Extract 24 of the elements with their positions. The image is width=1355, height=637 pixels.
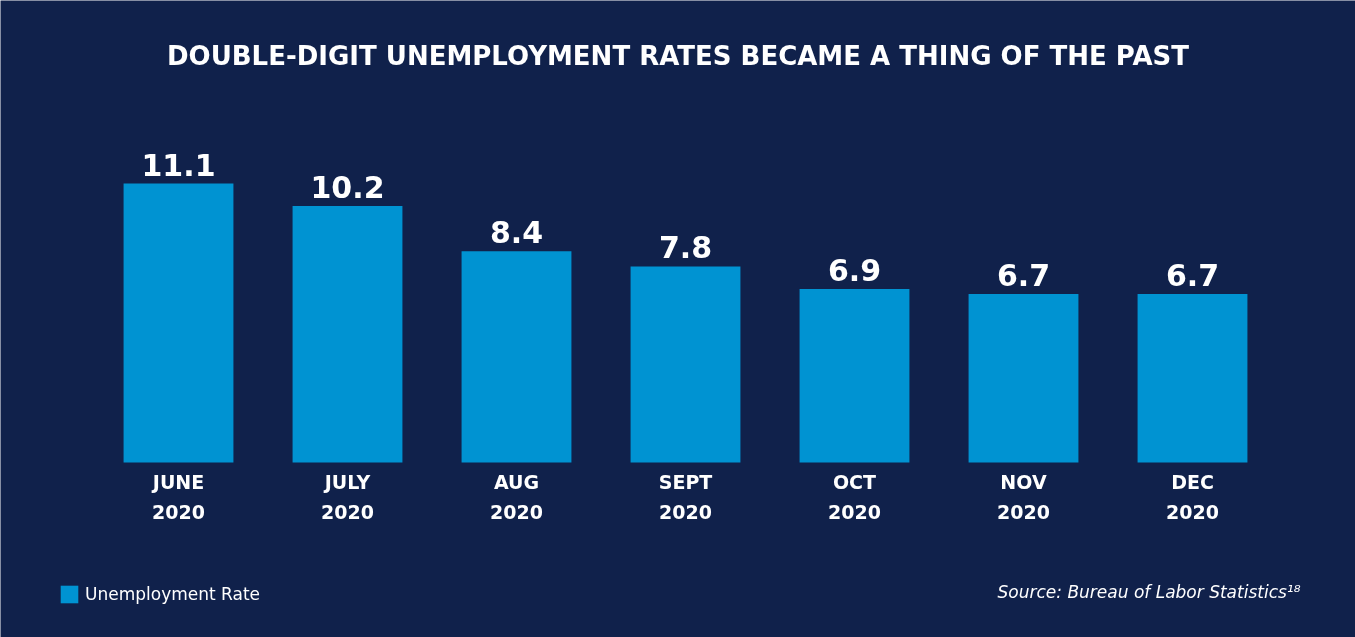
data-label: 7.8: [658, 230, 713, 266]
bar: [1137, 294, 1248, 463]
data-label: 11.1: [141, 147, 216, 183]
x-tick-label: AUG 2020: [490, 470, 543, 524]
x-tick-label: NOV 2020: [997, 470, 1050, 524]
source-note: Source: Bureau of Labor Statistics¹⁸: [997, 581, 1301, 602]
bar: [968, 294, 1079, 463]
bar: [123, 183, 234, 463]
x-tick-label: OCT 2020: [828, 470, 881, 524]
bar: [461, 251, 572, 463]
data-label: 8.4: [489, 215, 544, 251]
chart-title: DOUBLE-DIGIT UNEMPLOYMENT RATES BECAME A THING OF THE PAST: [166, 40, 1190, 71]
bar: [292, 206, 403, 463]
data-label: 10.2: [310, 170, 385, 206]
data-label: 6.7: [1165, 258, 1220, 294]
x-tick-label: DEC 2020: [1166, 470, 1219, 524]
legend-label: Unemployment Rate: [85, 584, 261, 604]
x-tick-label: JUNE 2020: [150, 470, 205, 524]
x-tick-label: JULY 2020: [321, 470, 374, 524]
bar: [799, 289, 910, 463]
data-label: 6.7: [996, 258, 1051, 294]
bar: [630, 266, 741, 463]
data-label: 6.9: [827, 253, 882, 289]
x-tick-label: SEPT 2020: [658, 470, 713, 524]
